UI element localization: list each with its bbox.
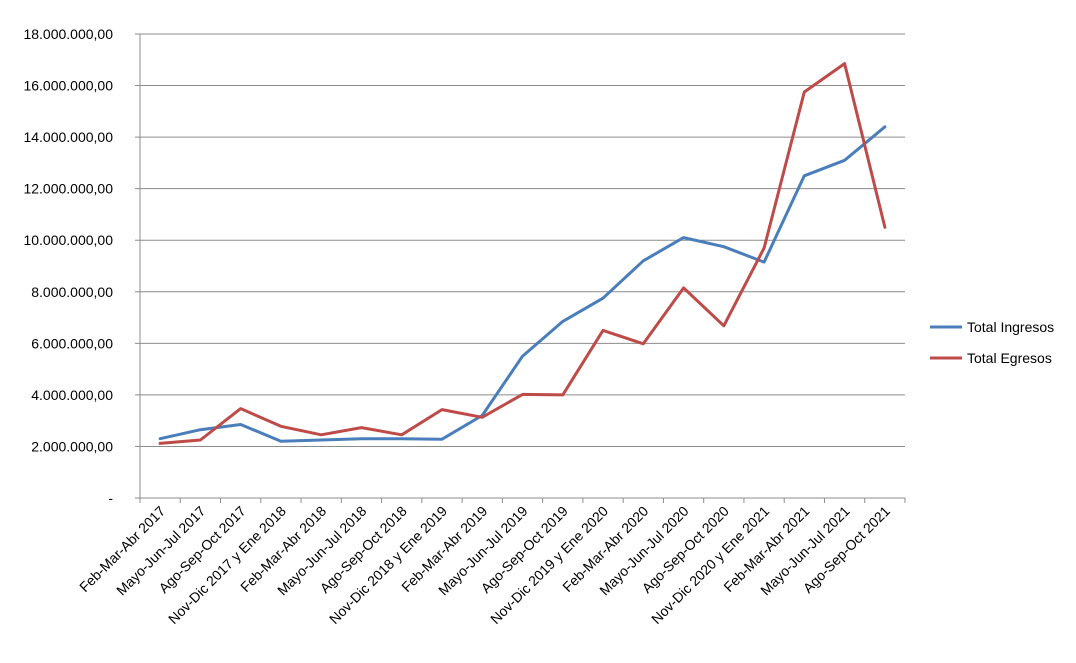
- y-tick-label: 2.000.000,00: [31, 438, 113, 454]
- gridlines: [140, 33, 905, 447]
- y-tick-label: 12.000.000,00: [23, 181, 113, 197]
- series-line-total-ingresos: [158, 125, 887, 443]
- series-lines: [158, 62, 887, 445]
- y-tick-label: 4.000.000,00: [31, 387, 113, 403]
- series-line-total-egresos: [158, 62, 887, 445]
- y-tick-label: 6.000.000,00: [31, 335, 113, 351]
- legend: Total Ingresos Total Egresos: [930, 319, 1054, 366]
- legend-label: Total Ingresos: [967, 319, 1054, 335]
- x-axis: [139, 34, 906, 503]
- y-tick-label: -: [108, 490, 113, 506]
- y-tick-label: 10.000.000,00: [23, 232, 113, 248]
- y-tick-label: 18.000.000,00: [23, 26, 113, 42]
- y-tick-label: 14.000.000,00: [23, 129, 113, 145]
- y-axis-ticks: - 2.000.000,00 4.000.000,00 6.000.000,00 8.0…: [23, 26, 140, 506]
- y-tick-label: 16.000.000,00: [23, 78, 113, 94]
- y-tick-label: 8.000.000,00: [31, 284, 113, 300]
- legend-label: Total Egresos: [967, 350, 1052, 366]
